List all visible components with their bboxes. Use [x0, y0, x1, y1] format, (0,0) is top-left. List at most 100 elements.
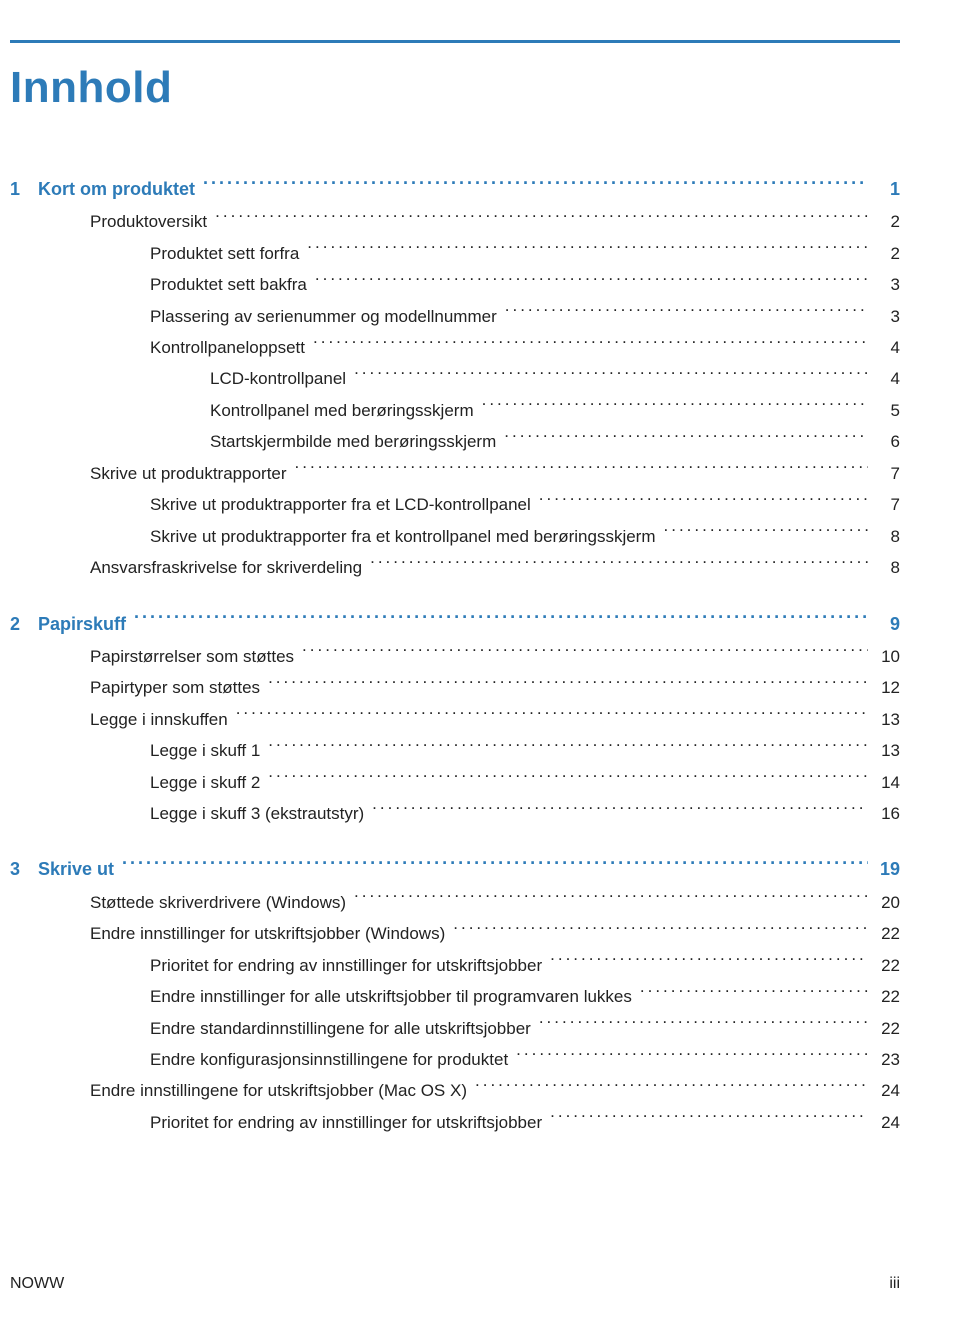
toc-page: 3 [872, 269, 900, 300]
dot-leader [516, 1048, 868, 1065]
toc-label: Kort om produktet [38, 173, 199, 206]
toc-page: 24 [872, 1107, 900, 1138]
dot-leader [505, 305, 868, 322]
table-of-contents: 1Kort om produktet1Produktoversikt2Produ… [10, 173, 900, 1138]
dot-leader [295, 462, 868, 479]
dot-leader [372, 802, 868, 819]
toc-label: Legge i innskuffen [90, 704, 232, 735]
toc-page: 2 [872, 206, 900, 237]
dot-leader [307, 242, 868, 259]
toc-page: 12 [872, 672, 900, 703]
toc-page: 22 [872, 918, 900, 949]
toc-entry: Plassering av serienummer og modellnumme… [10, 301, 900, 332]
toc-page: 10 [872, 641, 900, 672]
toc-label: Skrive ut produktrapporter fra et LCD-ko… [150, 489, 535, 520]
dot-leader [215, 210, 868, 227]
toc-label: Startskjermbilde med berøringsskjerm [210, 426, 500, 457]
dot-leader [354, 891, 868, 908]
toc-label: Endre konfigurasjonsinnstillingene for p… [150, 1044, 512, 1075]
toc-chapter: 3Skrive ut19 [10, 853, 900, 886]
footer-left: NOWW [10, 1275, 64, 1293]
toc-label: Endre innstillinger for utskriftsjobber … [90, 918, 449, 949]
toc-entry: Endre innstillinger for alle utskriftsjo… [10, 981, 900, 1012]
footer-right: iii [889, 1275, 900, 1293]
toc-label: LCD-kontrollpanel [210, 363, 350, 394]
toc-entry: Kontrollpanel med berøringsskjerm 5 [10, 395, 900, 426]
dot-leader [539, 493, 868, 510]
toc-chapter: 2Papirskuff9 [10, 608, 900, 641]
toc-label: Legge i skuff 3 (ekstrautstyr) [150, 798, 368, 829]
toc-label: Prioritet for endring av innstillinger f… [150, 950, 546, 981]
dot-leader [203, 177, 868, 195]
dot-leader [268, 739, 868, 756]
toc-entry: Legge i skuff 3 (ekstrautstyr)16 [10, 798, 900, 829]
chapter-number: 1 [10, 173, 38, 206]
toc-page: 7 [872, 489, 900, 520]
toc-entry: Støttede skriverdrivere (Windows) 20 [10, 887, 900, 918]
dot-leader [550, 1111, 868, 1128]
toc-entry: Kontrollpaneloppsett 4 [10, 332, 900, 363]
toc-label: Kontrollpanel med berøringsskjerm [210, 395, 478, 426]
toc-entry: Legge i skuff 113 [10, 735, 900, 766]
toc-page: 5 [872, 395, 900, 426]
toc-label: Kontrollpaneloppsett [150, 332, 309, 363]
toc-entry: Produktoversikt2 [10, 206, 900, 237]
toc-label: Skrive ut produktrapporter fra et kontro… [150, 521, 660, 552]
toc-label: Plassering av serienummer og modellnumme… [150, 301, 501, 332]
toc-entry: Legge i innskuffen13 [10, 704, 900, 735]
toc-entry: Papirstørrelser som støttes 10 [10, 641, 900, 672]
dot-leader [302, 645, 868, 662]
toc-label: Produktet sett bakfra [150, 269, 311, 300]
toc-page: 22 [872, 981, 900, 1012]
toc-entry: Skrive ut produktrapporter fra et kontro… [10, 521, 900, 552]
dot-leader [268, 771, 868, 788]
toc-entry: Skrive ut produktrapporter 7 [10, 458, 900, 489]
dot-leader [539, 1017, 868, 1034]
toc-label: Papirstørrelser som støttes [90, 641, 298, 672]
dot-leader [482, 399, 868, 416]
toc-label: Legge i skuff 2 [150, 767, 264, 798]
chapter-number: 3 [10, 853, 38, 886]
toc-label: Endre innstillingene for utskriftsjobber… [90, 1075, 471, 1106]
chapter-number: 2 [10, 608, 38, 641]
toc-entry: Produktet sett bakfra 3 [10, 269, 900, 300]
toc-page: 23 [872, 1044, 900, 1075]
dot-leader [313, 336, 868, 353]
toc-page: 13 [872, 735, 900, 766]
toc-page: 20 [872, 887, 900, 918]
dot-leader [504, 430, 868, 447]
top-rule [10, 40, 900, 43]
dot-leader [475, 1079, 868, 1096]
toc-page: 7 [872, 458, 900, 489]
toc-label: Støttede skriverdrivere (Windows) [90, 887, 350, 918]
toc-page: 6 [872, 426, 900, 457]
toc-page: 4 [872, 332, 900, 363]
dot-leader [664, 525, 869, 542]
toc-page: 19 [872, 853, 900, 886]
dot-leader [315, 273, 868, 290]
dot-leader [122, 857, 868, 875]
toc-label: Prioritet for endring av innstillinger f… [150, 1107, 546, 1138]
dot-leader [550, 954, 868, 971]
toc-entry: Skrive ut produktrapporter fra et LCD-ko… [10, 489, 900, 520]
toc-entry: Papirtyper som støttes12 [10, 672, 900, 703]
toc-entry: Legge i skuff 214 [10, 767, 900, 798]
dot-leader [268, 676, 868, 693]
dot-leader [453, 922, 868, 939]
toc-label: Skrive ut produktrapporter [90, 458, 291, 489]
toc-page: 8 [872, 521, 900, 552]
toc-entry: Startskjermbilde med berøringsskjerm 6 [10, 426, 900, 457]
toc-label: Endre standardinnstillingene for alle ut… [150, 1013, 535, 1044]
toc-page: 2 [872, 238, 900, 269]
toc-page: 8 [872, 552, 900, 583]
toc-label: Papirskuff [38, 608, 130, 641]
toc-page: 22 [872, 1013, 900, 1044]
toc-entry: Produktet sett forfra 2 [10, 238, 900, 269]
toc-page: 1 [872, 173, 900, 206]
toc-entry: Endre innstillinger for utskriftsjobber … [10, 918, 900, 949]
dot-leader [236, 708, 868, 725]
toc-label: Endre innstillinger for alle utskriftsjo… [150, 981, 636, 1012]
toc-label: Produktet sett forfra [150, 238, 303, 269]
page-footer: NOWW iii [10, 1275, 900, 1293]
toc-entry: Prioritet for endring av innstillinger f… [10, 1107, 900, 1138]
